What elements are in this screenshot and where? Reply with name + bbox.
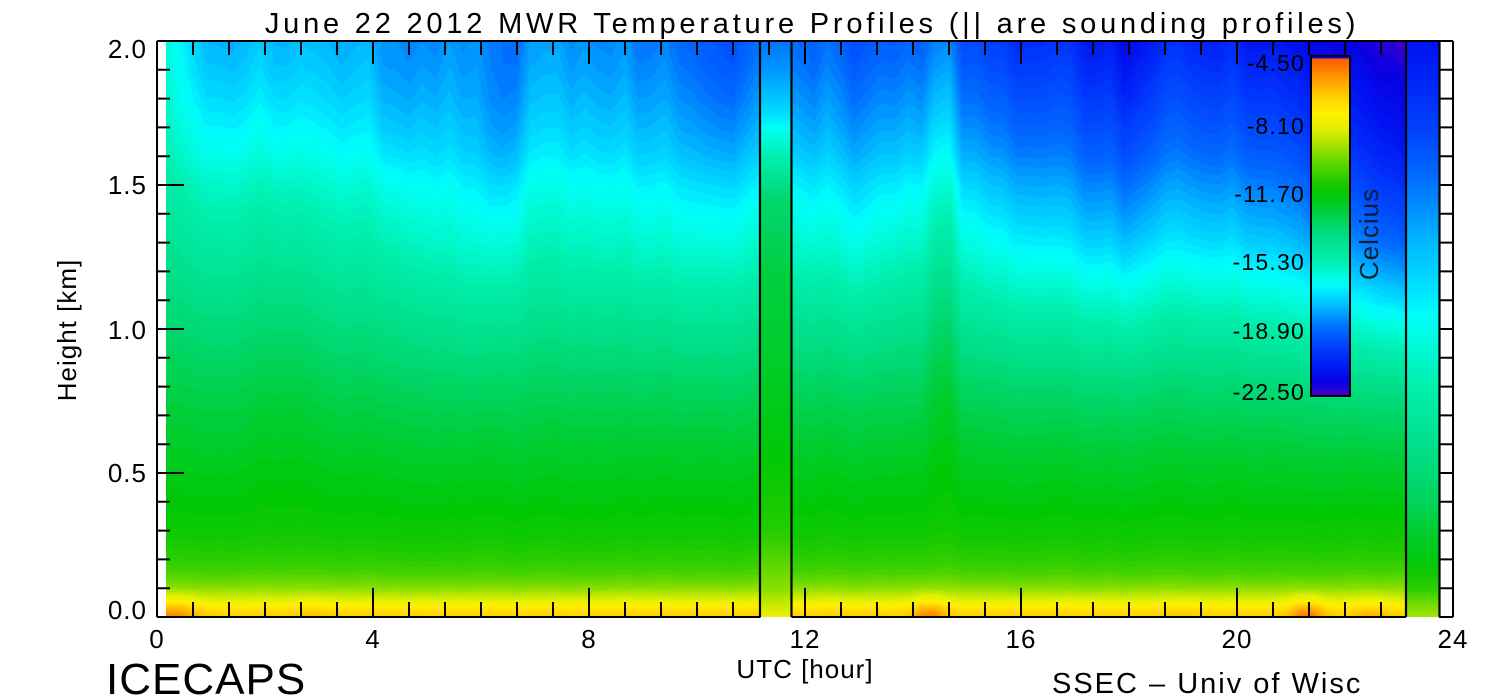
svg-text:-4.50: -4.50 [1247,50,1305,76]
svg-text:1.5: 1.5 [108,170,147,200]
svg-text:12: 12 [790,624,821,654]
svg-text:June 22 2012 MWR Temperature P: June 22 2012 MWR Temperature Profiles (|… [265,8,1359,40]
svg-text:0: 0 [149,624,164,654]
svg-text:SSEC – Univ of Wisc: SSEC – Univ of Wisc [1052,668,1362,700]
svg-text:-11.70: -11.70 [1234,181,1305,207]
svg-text:-8.10: -8.10 [1247,113,1305,139]
svg-text:20: 20 [1222,624,1253,654]
svg-text:0.0: 0.0 [108,595,147,625]
svg-text:24: 24 [1438,624,1469,654]
svg-text:2.0: 2.0 [108,34,147,64]
svg-text:0.5: 0.5 [108,458,147,488]
svg-text:UTC [hour]: UTC [hour] [736,654,873,684]
svg-text:4: 4 [365,624,380,654]
svg-text:-15.30: -15.30 [1233,249,1305,275]
svg-text:ICECAPS: ICECAPS [106,655,306,700]
svg-text:-18.90: -18.90 [1233,318,1305,344]
svg-text:16: 16 [1006,624,1037,654]
svg-text:1.0: 1.0 [108,315,147,345]
svg-text:Celcius: Celcius [1354,188,1384,280]
svg-text:Height [km]: Height [km] [52,259,82,402]
svg-text:8: 8 [581,624,596,654]
svg-text:-22.50: -22.50 [1233,379,1305,405]
